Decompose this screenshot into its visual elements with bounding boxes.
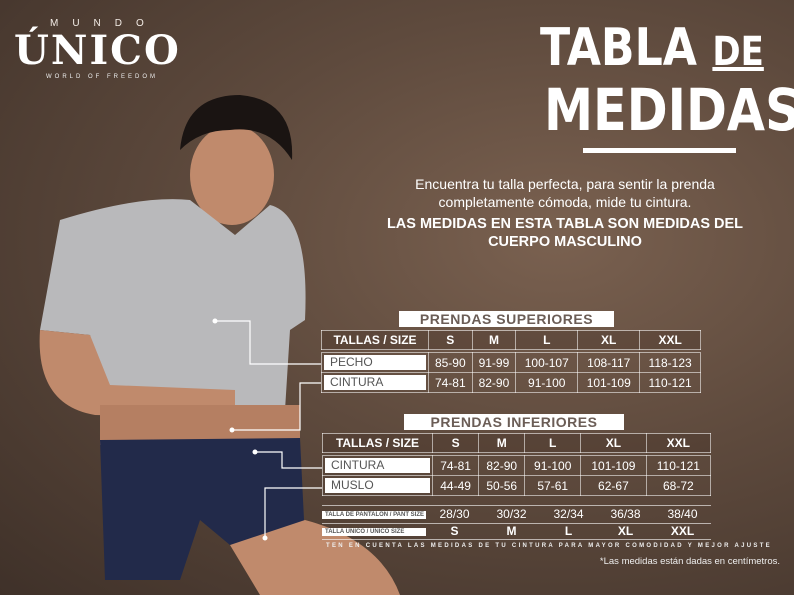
table-header-row: TALLAS / SIZE S M L XL XXL [322,433,712,453]
value-cell: 101-109 [580,455,647,476]
unico-value: XL [617,524,634,538]
lower-size-table: TALLAS / SIZE S M L XL XXL CINTURA 74-81 82-90 91… [322,433,712,496]
leader-line-cintura-top [232,382,321,431]
pant-label: TALLA DE PANTALÓN / PANT SIZE [322,510,426,519]
pant-value: 38/40 [667,507,698,521]
unico-size-row: TALLA ÚNICO / UNICO SIZE S M L XL XXL [322,523,711,540]
model-shirt [40,199,306,414]
value-cell: 118-123 [639,352,701,373]
page-title-line2: MEDIDAS [544,76,794,144]
model-hair [180,95,293,160]
table-row: CINTURA 74-81 82-90 91-100 101-109 110-121 [322,455,712,476]
model-leg [230,520,400,595]
table-row: MUSLO 44-49 50-56 57-61 62-67 68-72 [322,475,712,496]
intro-bold1: LAS MEDIDAS EN ESTA TABLA SON MEDIDAS DE… [386,216,744,232]
value-cell: 82-90 [471,372,517,393]
header-cell: XL [577,330,641,350]
pant-value: 36/38 [610,507,641,521]
table-row: PECHO 85-90 91-99 100-107 108-117 118-123 [321,352,701,373]
value-cell: 57-61 [524,475,582,496]
value-cell: 85-90 [428,352,473,373]
intro-line1: Encuentra tu talla perfecta, para sentir… [415,176,715,192]
unico-label: TALLA ÚNICO / UNICO SIZE [322,527,426,536]
value-cell: 68-72 [645,475,712,496]
row-label: PECHO [324,355,426,370]
header-cell: L [515,330,579,350]
unico-value: L [564,524,573,538]
value-cell: 110-121 [645,455,712,476]
header-cell: M [478,433,526,453]
value-cell: 110-121 [639,372,701,393]
leader-line-muslo [264,487,322,538]
intro-line2: completamente cómoda, mide tu cintura. [438,194,692,210]
value-cell: 100-107 [515,352,579,373]
footnote: *Las medidas están dadas en centímetros. [599,556,780,567]
header-cell: L [524,433,582,453]
value-cell: 91-99 [471,352,517,373]
page-title-line1: TABLA DE [540,18,764,78]
header-cell: M [471,330,517,350]
table-row: CINTURA 74-81 82-90 91-100 101-109 110-121 [321,372,701,393]
model-head [190,125,274,225]
pant-value: 28/30 [439,507,470,521]
model-shorts [100,438,305,580]
model-photo [39,95,400,595]
header-cell: TALLAS / SIZE [321,330,429,350]
value-cell: 82-90 [478,455,526,476]
value-cell: 101-109 [577,372,641,393]
header-cell: XXL [645,433,712,453]
unico-value: M [506,524,517,538]
value-cell: 44-49 [431,475,480,496]
logo-top-text: MUNDO [50,18,158,29]
row-label: MUSLO [325,478,430,493]
table-header-row: TALLAS / SIZE S M L XL XXL [321,330,701,350]
title-divider [583,148,736,153]
fit-note: TEN EN CUENTA LAS MEDIDAS DE TU CINTURA … [326,543,772,549]
pant-value: 32/34 [553,507,584,521]
model-arm [39,330,235,418]
value-cell: 91-100 [524,455,582,476]
value-cell: 74-81 [428,372,473,393]
leader-line-cintura-bottom [255,451,322,469]
leader-line-pecho [215,320,321,365]
unico-value: S [450,524,459,538]
header-cell: TALLAS / SIZE [322,433,433,453]
value-cell: 62-67 [580,475,647,496]
unico-value: XXL [670,524,695,538]
intro-bold2: CUERPO MASCULINO [488,234,642,250]
lower-section-label: PRENDAS INFERIORES [404,414,624,430]
value-cell: 91-100 [515,372,579,393]
value-cell: 50-56 [478,475,526,496]
row-label: CINTURA [324,375,426,390]
logo-tagline: WORLD OF FREEDOM [46,74,158,80]
header-cell: XXL [639,330,701,350]
pant-value: 30/32 [496,507,527,521]
value-cell: 108-117 [577,352,641,373]
upper-section-label: PRENDAS SUPERIORES [399,311,614,327]
header-cell: S [431,433,480,453]
logo: ÚNICO [14,27,181,74]
header-cell: XL [580,433,647,453]
upper-size-table: TALLAS / SIZE S M L XL XXL PECHO 85-90 91-99 100-… [321,330,701,393]
header-cell: S [428,330,473,350]
row-label: CINTURA [325,458,430,473]
pant-size-row: TALLA DE PANTALÓN / PANT SIZE 28/30 30/32 3… [322,505,711,521]
value-cell: 74-81 [431,455,480,476]
